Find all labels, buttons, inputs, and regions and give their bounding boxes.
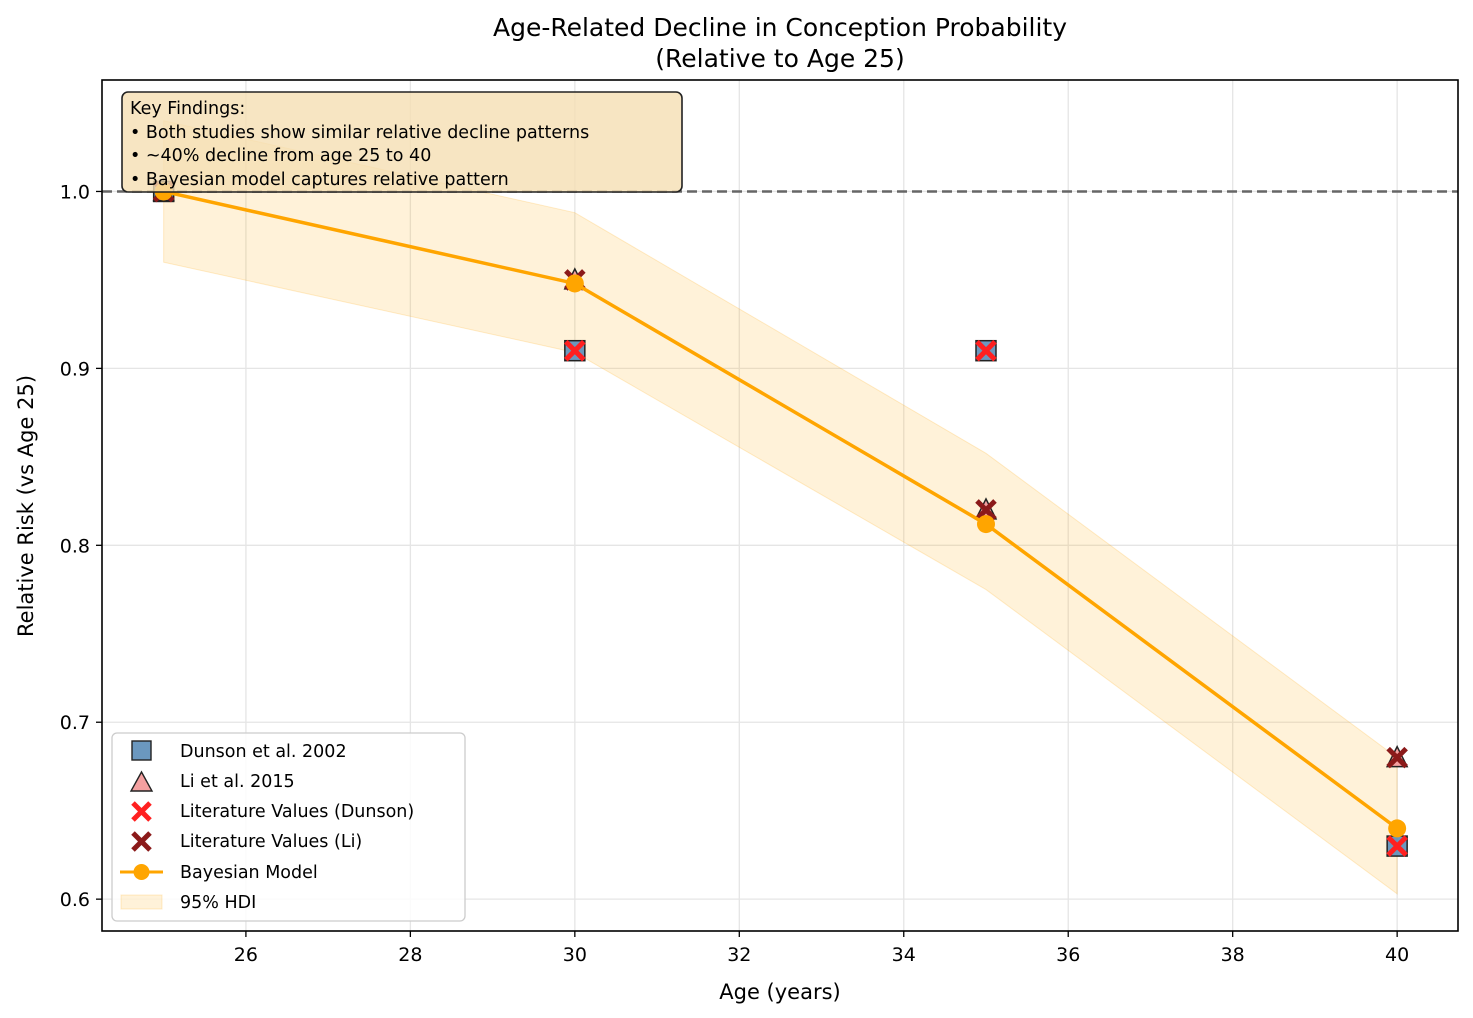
annotation-line: • Both studies show similar relative dec… (130, 123, 589, 143)
x-stroke (1386, 835, 1408, 857)
legend-label: Dunson et al. 2002 (180, 742, 347, 762)
x-stroke (1386, 746, 1408, 769)
annotation-box: Key Findings: • Both studies show simila… (121, 91, 683, 193)
legend-label: Literature Values (Dunson) (180, 802, 414, 822)
legend: Dunson et al. 2002 Li et al. 2015 Litera… (111, 732, 466, 922)
x-tick-label: 28 (398, 944, 422, 966)
x-axis: 26 28 30 32 34 36 38 40 (234, 931, 1409, 966)
literature-dunson-point (975, 339, 997, 362)
x-tick-label: 26 (234, 944, 258, 966)
legend-label: Bayesian Model (180, 863, 318, 883)
y-tick-label: 1.0 (60, 181, 90, 203)
x-stroke (975, 499, 997, 521)
model-point (1388, 819, 1407, 838)
x-stroke (564, 339, 586, 362)
y-tick-label: 0.9 (60, 358, 90, 380)
data-marks (152, 178, 1409, 857)
legend-x-red-icon (131, 801, 152, 822)
legend-label: 95% HDI (180, 893, 256, 913)
x-tick-label: 40 (1385, 944, 1409, 966)
y-tick-label: 0.7 (60, 712, 90, 734)
x-tick-label: 30 (563, 944, 587, 966)
legend-label: Literature Values (Li) (180, 832, 362, 852)
x-tick-label: 34 (892, 944, 916, 966)
annotation-line: • Bayesian model captures relative patte… (130, 170, 509, 190)
y-tick-label: 0.6 (60, 889, 90, 911)
y-axis-label: Relative Risk (vs Age 25) (14, 375, 38, 637)
plot-frame (101, 79, 1459, 932)
literature-dunson-point (1386, 835, 1408, 857)
annotation-line: • ~40% decline from age 25 to 40 (130, 146, 431, 166)
legend-label: Li et al. 2015 (180, 772, 295, 792)
x-stroke (975, 339, 997, 362)
hdi-band (163, 120, 1398, 895)
chart-subtitle: (Relative to Age 25) (655, 44, 904, 73)
literature-li-point (975, 499, 997, 521)
annotation-line: Key Findings: (130, 99, 245, 119)
legend-band-icon (120, 894, 163, 910)
legend-x-darkred-icon (131, 831, 152, 852)
literature-li-point (1386, 746, 1408, 769)
x-tick-label: 36 (1056, 944, 1080, 966)
legend-triangle-icon (129, 770, 154, 792)
x-tick-label: 32 (727, 944, 751, 966)
legend-square-icon (131, 740, 152, 761)
model-point (565, 274, 584, 293)
model-point (976, 515, 995, 534)
model-line (163, 189, 1399, 830)
literature-dunson-point (564, 339, 586, 362)
chart-title: Age-Related Decline in Conception Probab… (493, 13, 1067, 42)
x-axis-label: Age (years) (719, 980, 840, 1004)
x-tick-label: 38 (1221, 944, 1245, 966)
legend-line-circle-icon (120, 864, 163, 880)
y-tick-label: 0.8 (60, 535, 90, 557)
y-axis: 0.6 0.7 0.8 0.9 1.0 (60, 181, 102, 911)
hdi-band-area (163, 120, 1398, 895)
